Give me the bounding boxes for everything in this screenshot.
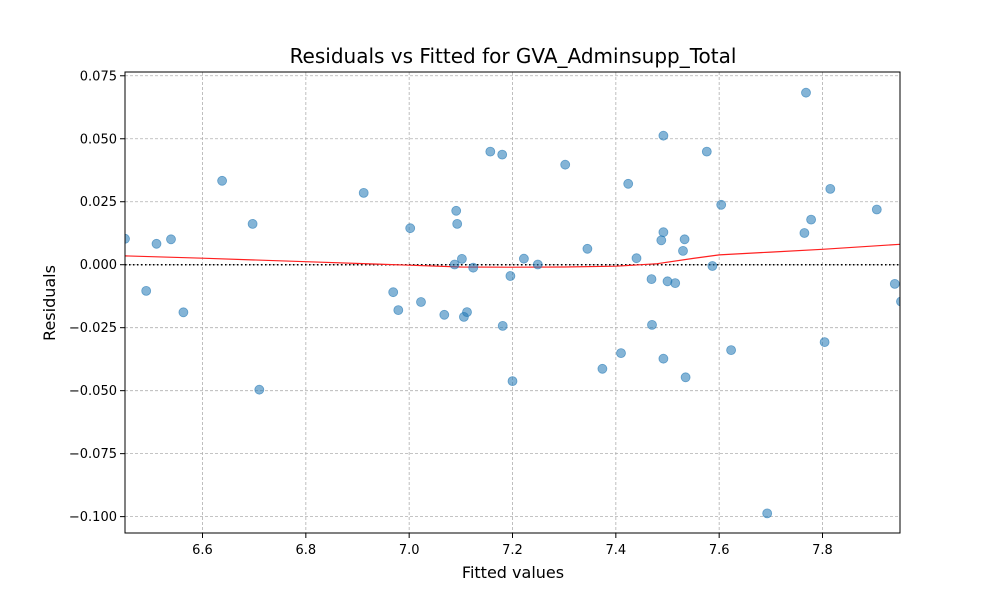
y-tick-label: 0.050 — [80, 132, 117, 147]
data-point — [647, 319, 657, 330]
x-tick-label: 7.4 — [605, 543, 626, 558]
x-tick-label: 7.6 — [709, 543, 730, 558]
y-axis-ticks: −0.100 −0.075 −0.050 −0.025 0.000 0.025 0.050 0… — [69, 69, 125, 525]
data-point — [819, 337, 830, 348]
data-point — [646, 274, 657, 285]
data-point — [623, 178, 634, 189]
data-point — [762, 508, 773, 519]
data-point — [616, 348, 626, 359]
data-point — [254, 384, 265, 395]
data-point — [217, 175, 228, 186]
data-point — [889, 278, 900, 289]
data-point — [452, 218, 463, 229]
data-point — [166, 234, 176, 245]
data-point — [151, 238, 162, 249]
data-point — [658, 227, 669, 238]
x-tick-label: 7.0 — [399, 543, 420, 558]
x-axis-label: Fitted values — [462, 563, 564, 582]
data-point — [507, 376, 518, 387]
y-tick-label: −0.050 — [69, 384, 117, 399]
data-point — [597, 363, 608, 374]
data-point — [497, 149, 508, 160]
data-point — [532, 259, 543, 270]
data-point — [358, 187, 369, 198]
data-point — [449, 259, 460, 270]
data-point — [405, 223, 416, 234]
data-point — [707, 261, 718, 271]
data-point — [896, 296, 900, 307]
data-point — [871, 204, 882, 215]
data-point — [716, 199, 727, 210]
data-point — [125, 233, 130, 244]
data-point — [799, 228, 810, 238]
data-point — [678, 245, 688, 256]
data-point — [680, 372, 691, 383]
data-point — [658, 353, 669, 364]
data-point — [178, 307, 189, 318]
y-tick-label: 0.025 — [80, 195, 117, 210]
chart-title: Residuals vs Fitted for GVA_Adminsupp_To… — [290, 44, 737, 68]
data-point — [416, 297, 426, 307]
x-axis-ticks: 6.6 6.8 7.0 7.2 7.4 7.6 7.8 — [192, 533, 833, 558]
data-point — [485, 146, 496, 157]
y-tick-label: 0.000 — [80, 258, 117, 273]
data-point — [505, 271, 516, 281]
data-point — [679, 234, 690, 245]
data-point — [582, 243, 593, 254]
x-tick-label: 6.8 — [295, 543, 316, 558]
data-point — [456, 253, 467, 264]
data-point — [825, 183, 836, 194]
data-point — [141, 285, 152, 296]
x-tick-label: 7.8 — [812, 543, 833, 558]
data-point — [393, 305, 404, 316]
plot-frame — [124, 71, 901, 534]
y-tick-label: 0.075 — [80, 69, 117, 84]
data-point — [701, 146, 712, 157]
y-tick-label: −0.100 — [69, 510, 117, 525]
data-point — [451, 205, 462, 216]
scatter-points — [125, 87, 900, 519]
data-point — [806, 214, 816, 225]
data-point — [801, 87, 811, 98]
y-tick-label: −0.075 — [69, 447, 117, 462]
data-point — [656, 235, 667, 246]
data-point — [462, 307, 472, 318]
data-point — [670, 278, 681, 289]
data-point — [247, 218, 258, 229]
data-point — [519, 253, 529, 264]
lowess-curve — [124, 243, 901, 268]
y-tick-label: −0.025 — [69, 321, 117, 336]
data-point — [439, 309, 450, 320]
x-tick-label: 7.2 — [502, 543, 523, 558]
x-tick-label: 6.6 — [192, 543, 213, 558]
data-point — [631, 253, 642, 264]
data-point — [726, 345, 736, 356]
data-point — [497, 320, 508, 331]
data-point — [468, 262, 479, 273]
data-point — [658, 130, 669, 141]
data-point — [560, 159, 571, 170]
y-axis-label: Residuals — [40, 265, 59, 341]
lowess-curve-group — [124, 243, 901, 268]
data-point — [388, 287, 399, 298]
